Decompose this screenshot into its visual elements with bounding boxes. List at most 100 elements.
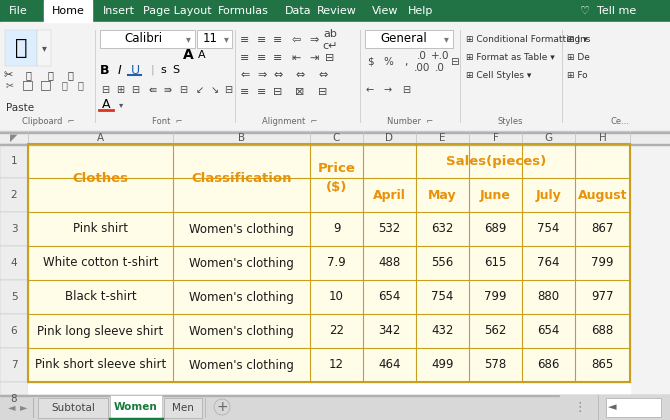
Text: Formulas: Formulas — [218, 6, 269, 16]
Text: ⇒: ⇒ — [310, 35, 319, 45]
Bar — [28, 144, 630, 178]
Text: 615: 615 — [484, 257, 507, 270]
Text: 1: 1 — [11, 156, 17, 166]
Text: 867: 867 — [592, 223, 614, 236]
Bar — [197, 30, 232, 48]
Text: 22: 22 — [329, 325, 344, 338]
Text: 📄: 📄 — [47, 70, 53, 80]
Text: Review: Review — [317, 6, 357, 16]
Bar — [0, 212, 28, 246]
Bar — [560, 395, 670, 420]
Bar — [0, 0, 670, 22]
Text: ⇔: ⇔ — [318, 70, 328, 80]
Text: Men: Men — [172, 403, 194, 413]
Text: H: H — [598, 133, 606, 143]
Text: ⇚: ⇚ — [149, 85, 157, 95]
Text: U: U — [131, 63, 139, 76]
Text: ≡: ≡ — [241, 53, 250, 63]
Text: 464: 464 — [379, 359, 401, 372]
Text: 689: 689 — [484, 223, 507, 236]
Text: Number  ⌐: Number ⌐ — [387, 118, 433, 126]
Bar — [28, 348, 630, 382]
Text: ◄: ◄ — [8, 402, 16, 412]
Text: □: □ — [40, 79, 52, 92]
Text: August: August — [578, 189, 627, 202]
Bar — [0, 280, 28, 314]
Bar — [606, 398, 661, 417]
Text: ▾: ▾ — [119, 100, 123, 110]
Text: 532: 532 — [379, 223, 401, 236]
Text: White cotton t-shirt: White cotton t-shirt — [43, 257, 158, 270]
Text: ◄: ◄ — [608, 402, 616, 412]
Text: ⇛: ⇛ — [164, 85, 172, 95]
Text: Women's clothing: Women's clothing — [189, 291, 294, 304]
Text: 688: 688 — [592, 325, 614, 338]
Text: ⊞ De: ⊞ De — [567, 53, 590, 63]
Bar — [28, 314, 630, 348]
Text: ▾: ▾ — [444, 34, 448, 44]
Text: ⇐: ⇐ — [241, 70, 250, 80]
Bar — [44, 0, 92, 22]
Text: ≡: ≡ — [241, 35, 250, 45]
Text: 977: 977 — [591, 291, 614, 304]
Bar — [37, 30, 51, 66]
Text: 754: 754 — [431, 291, 454, 304]
Bar — [0, 382, 28, 416]
Text: Women's clothing: Women's clothing — [189, 359, 294, 372]
Text: ✂: ✂ — [6, 80, 14, 90]
Text: %: % — [383, 57, 393, 67]
Text: A: A — [183, 48, 194, 62]
Bar — [0, 131, 670, 132]
Text: 799: 799 — [591, 257, 614, 270]
Text: Page Layout: Page Layout — [143, 6, 211, 16]
Bar — [0, 132, 670, 133]
Text: ⊟: ⊟ — [101, 85, 109, 95]
Text: Sales(pieces): Sales(pieces) — [446, 155, 547, 168]
Text: ≡: ≡ — [257, 87, 267, 97]
Text: ⊟: ⊟ — [402, 85, 410, 95]
Text: +: + — [216, 400, 228, 414]
Text: 432: 432 — [431, 325, 454, 338]
Bar — [110, 395, 162, 420]
Text: ⊟: ⊟ — [450, 57, 458, 67]
Bar — [28, 246, 630, 280]
Text: 2: 2 — [11, 190, 17, 200]
Bar — [0, 246, 28, 280]
Text: General: General — [381, 32, 427, 45]
Text: Clothes: Clothes — [72, 171, 129, 184]
Text: ≡: ≡ — [273, 53, 283, 63]
Text: 4: 4 — [11, 258, 17, 268]
Text: 🔧: 🔧 — [77, 80, 83, 90]
Text: Subtotal: Subtotal — [51, 403, 95, 413]
Text: $: $ — [366, 57, 373, 67]
Text: 📋: 📋 — [15, 38, 27, 58]
Text: ⊟: ⊟ — [326, 53, 335, 63]
Text: G: G — [545, 133, 553, 143]
Text: 488: 488 — [379, 257, 401, 270]
Text: ✂: ✂ — [3, 70, 13, 80]
Bar — [28, 144, 630, 382]
Text: 799: 799 — [484, 291, 507, 304]
Text: 556: 556 — [431, 257, 454, 270]
Text: 📄: 📄 — [25, 70, 31, 80]
Text: →: → — [384, 85, 392, 95]
Text: 9: 9 — [333, 223, 340, 236]
Text: F: F — [492, 133, 498, 143]
Circle shape — [214, 399, 230, 415]
Text: 578: 578 — [484, 359, 507, 372]
Text: 880: 880 — [537, 291, 559, 304]
Text: ⇒: ⇒ — [257, 70, 267, 80]
Text: ,: , — [404, 57, 407, 67]
Text: April: April — [373, 189, 406, 202]
Text: Pink long sleeve shirt: Pink long sleeve shirt — [38, 325, 163, 338]
Text: S: S — [172, 65, 180, 75]
Text: 654: 654 — [379, 291, 401, 304]
Bar — [0, 144, 670, 145]
Text: June: June — [480, 189, 511, 202]
Text: ↙: ↙ — [196, 85, 204, 95]
Text: s: s — [160, 65, 166, 75]
Text: ⊞: ⊞ — [116, 85, 124, 95]
Text: Women's clothing: Women's clothing — [189, 325, 294, 338]
Text: Women's clothing: Women's clothing — [189, 257, 294, 270]
Text: 342: 342 — [379, 325, 401, 338]
